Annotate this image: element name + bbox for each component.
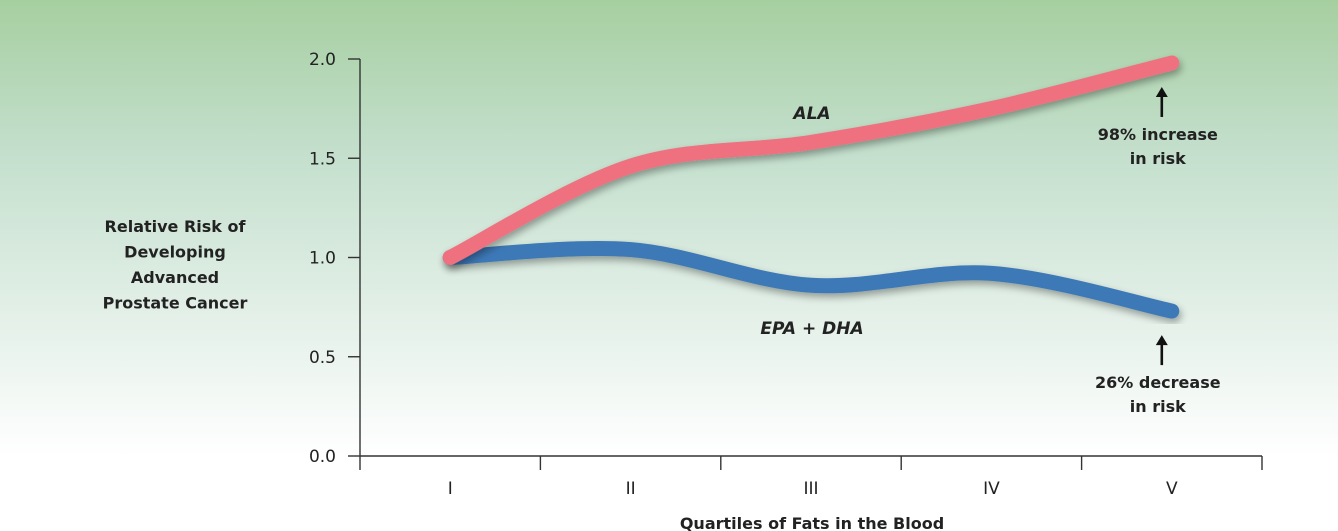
y-axis-title-line: Prostate Cancer [103, 294, 248, 313]
annotation-text: in risk [1130, 149, 1186, 168]
series-line-ala [442, 55, 1180, 265]
y-tick-label: 1.5 [309, 149, 336, 169]
annotation-arrowhead [1155, 335, 1168, 346]
x-tick-label: II [626, 479, 636, 499]
y-axis: 0.0 0.5 1.0 1.5 2.0 [309, 50, 361, 467]
series-line-epa-dha [442, 240, 1180, 319]
x-axis-title: Quartiles of Fats in the Blood [680, 514, 944, 531]
x-axis: I II III IV V [359, 455, 1263, 499]
y-tick-label: 1.0 [309, 249, 336, 269]
annotation-text: in risk [1130, 397, 1186, 416]
y-tick-label: 2.0 [309, 50, 336, 70]
x-tick-label: IV [983, 479, 1000, 499]
y-axis-title-line: Developing [124, 243, 226, 262]
annotation-text: 26% decrease [1095, 373, 1221, 392]
series-label-epa-dha: EPA + DHA [760, 319, 863, 339]
x-tick-label: V [1166, 479, 1178, 499]
series-layer: ALA EPA + DHA [442, 55, 1180, 339]
y-axis-title-line: Relative Risk of [105, 217, 247, 236]
series-label-ala: ALA [791, 104, 830, 124]
y-axis-title: Relative Risk of Developing Advanced Prosta… [103, 217, 248, 313]
annotation-text: 98% increase [1098, 125, 1218, 144]
y-tick-label: 0.0 [309, 447, 336, 467]
annotation-arrowhead [1155, 86, 1168, 97]
y-tick-label: 0.5 [309, 348, 336, 368]
x-tick-label: I [448, 479, 453, 499]
y-axis-title-line: Advanced [131, 268, 219, 287]
x-tick-label: III [803, 479, 818, 499]
annotation-layer: 98% increase in risk 26% decrease in risk [1095, 86, 1221, 416]
